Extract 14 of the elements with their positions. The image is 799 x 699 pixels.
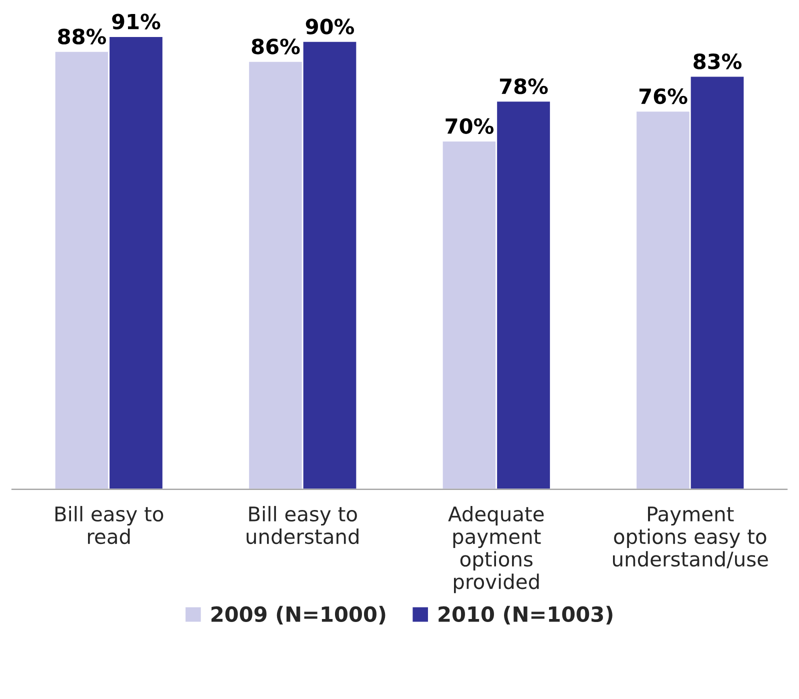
data-label: 90% <box>306 18 354 34</box>
legend-label: 2010 (N=1003) <box>438 606 612 624</box>
data-label: 88% <box>58 28 106 44</box>
data-label: 83% <box>694 54 742 70</box>
data-label: 78% <box>500 78 548 94</box>
x-tick-label: Bill easy to read <box>55 506 164 544</box>
x-tick-label: Payment options easy to understand/use <box>613 506 768 568</box>
x-tick-label: Bill easy to understand <box>246 506 358 544</box>
data-label: 86% <box>252 38 300 54</box>
legend-label: 2009 (N=1000) <box>211 606 386 624</box>
data-label: 70% <box>446 118 494 134</box>
data-label: 76% <box>639 88 688 104</box>
x-tick-label: Adequate payment options provided <box>448 506 544 594</box>
data-label: 91% <box>112 14 160 30</box>
